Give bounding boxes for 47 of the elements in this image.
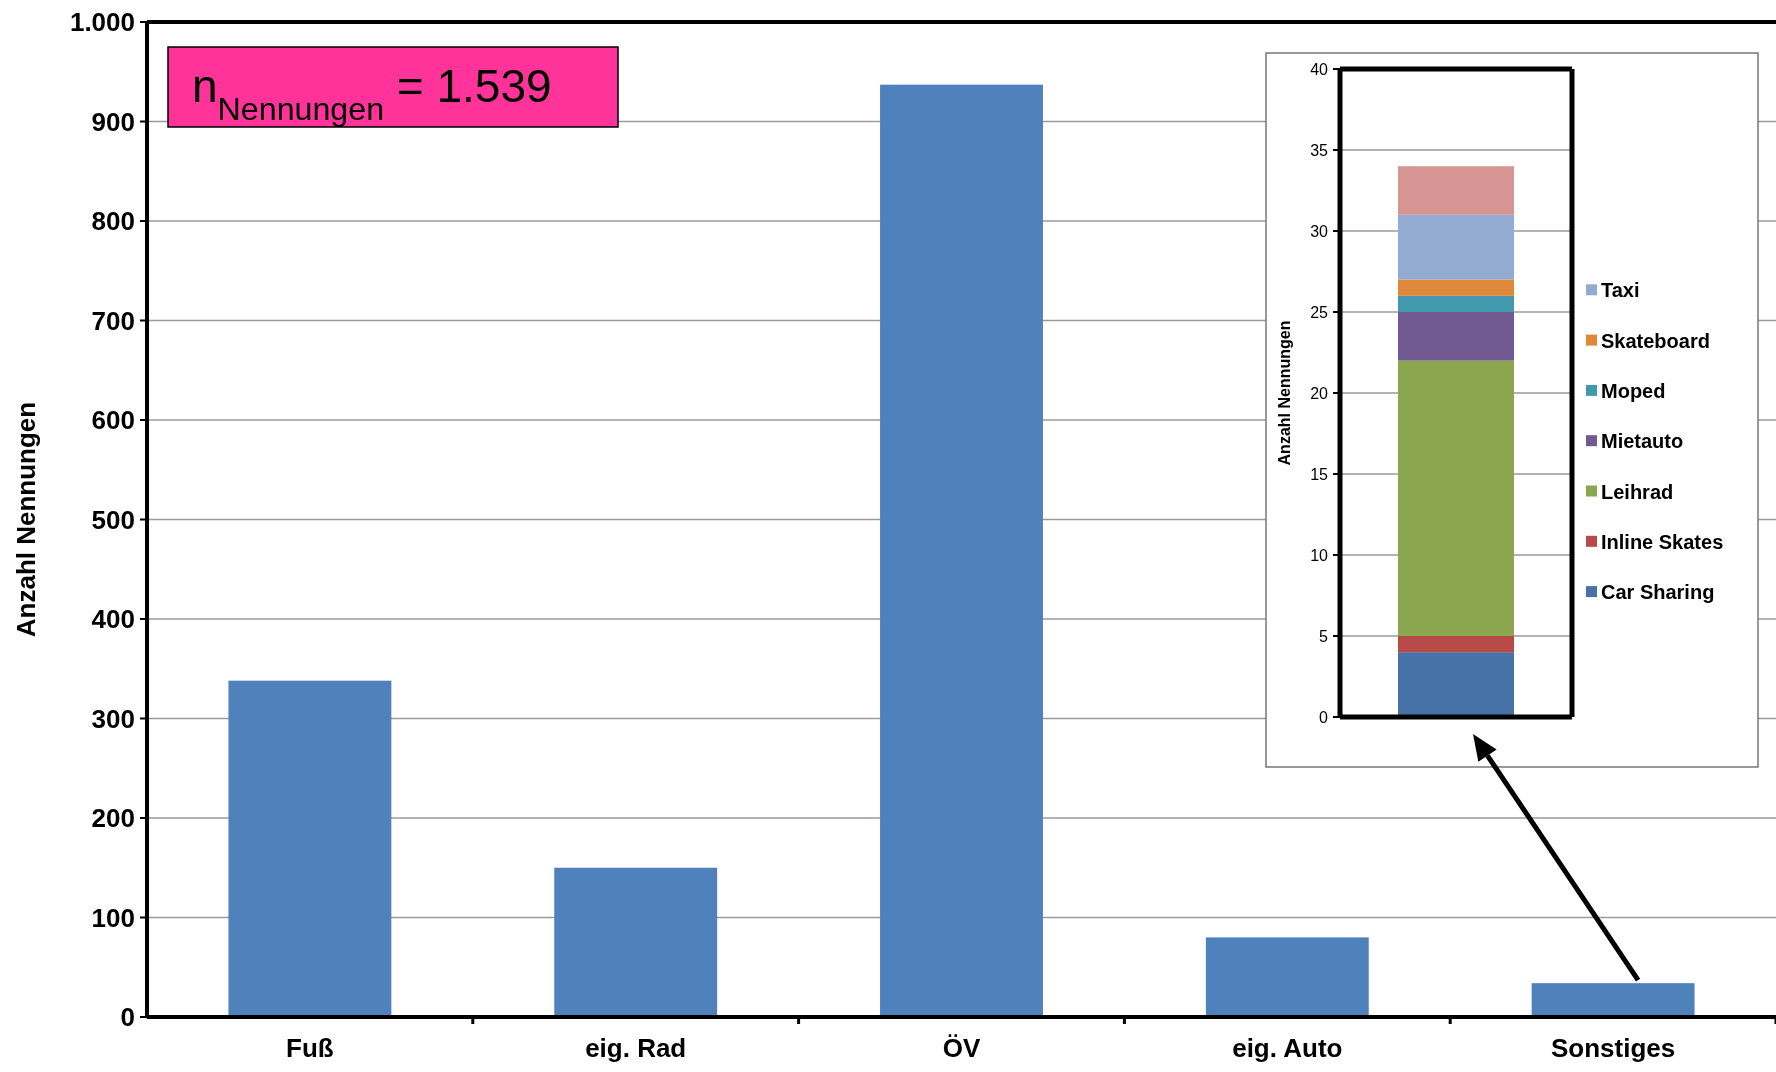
x-tick-label: ÖV (942, 1033, 981, 1063)
bar (1398, 636, 1514, 653)
y-tick-label: 10 (1310, 546, 1329, 564)
annotation: n$_{Nennungen}$ = 1.539 (192, 60, 552, 127)
x-tick-label: Sonstiges (1550, 1033, 1676, 1063)
y-axis-title: Anzahl Nennungen (1276, 320, 1293, 466)
y-tick-label: 200 (91, 803, 135, 834)
y-tick-label: 500 (91, 504, 135, 535)
y-tick-label: 35 (1310, 141, 1329, 159)
y-tick-label: 5 (1319, 627, 1329, 645)
legend-label: Leihrad (1601, 480, 1674, 503)
y-tick-label: 400 (91, 604, 135, 635)
y-tick-label: 1.000 (69, 7, 135, 38)
x-tick-label: eig. Auto (1232, 1033, 1343, 1063)
bar (1205, 937, 1369, 1017)
y-tick-label: 600 (91, 405, 135, 436)
legend-label: Taxi (1601, 279, 1640, 302)
legend-label: Moped (1601, 379, 1666, 402)
x-tick-label: eig. Rad (585, 1033, 687, 1063)
bar (1398, 166, 1514, 215)
y-tick-label: 25 (1310, 303, 1329, 321)
bar (1398, 312, 1514, 361)
bar (1531, 983, 1695, 1017)
legend-label: Skateboard (1601, 329, 1710, 352)
bar (1398, 360, 1514, 636)
y-tick-label: 20 (1310, 384, 1329, 402)
bar (1398, 214, 1514, 280)
bar (554, 867, 718, 1017)
bar (228, 680, 392, 1017)
y-tick-label: 40 (1310, 60, 1329, 78)
y-tick-label: 900 (91, 106, 135, 137)
y-tick-label: 300 (91, 703, 135, 734)
bar (1398, 279, 1514, 296)
y-tick-label: 0 (1319, 708, 1329, 726)
legend-label: Car Sharing (1601, 581, 1715, 604)
y-axis-title: Anzahl Nennungen (11, 401, 41, 638)
x-tick-label: Fuß (286, 1033, 334, 1063)
y-tick-label: 15 (1310, 465, 1329, 483)
bar (1398, 295, 1514, 312)
y-tick-label: 30 (1310, 222, 1329, 240)
y-tick-label: 100 (91, 902, 135, 933)
legend-label: Mietauto (1601, 430, 1684, 453)
y-tick-label: 800 (91, 206, 135, 237)
legend-label: Inline Skates (1601, 530, 1724, 553)
bar (880, 84, 1043, 1017)
y-tick-label: 0 (120, 1002, 135, 1033)
y-tick-label: 700 (91, 305, 135, 336)
